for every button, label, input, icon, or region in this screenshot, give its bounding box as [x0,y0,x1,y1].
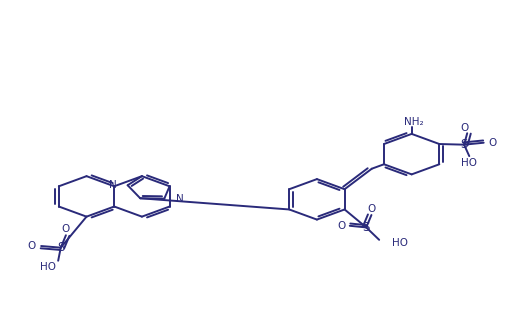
Text: O: O [337,221,346,231]
Text: HO: HO [461,158,477,167]
Text: O: O [367,204,376,214]
Text: HO: HO [40,262,56,272]
Text: O: O [28,241,36,251]
Text: S: S [57,241,64,254]
Text: N: N [108,180,116,190]
Text: S: S [362,221,370,234]
Text: NH₂: NH₂ [404,118,424,128]
Text: N: N [176,194,184,204]
Text: S: S [460,138,468,151]
Text: O: O [488,138,497,148]
Text: O: O [460,123,468,133]
Text: HO: HO [392,238,408,248]
Text: O: O [62,224,70,234]
